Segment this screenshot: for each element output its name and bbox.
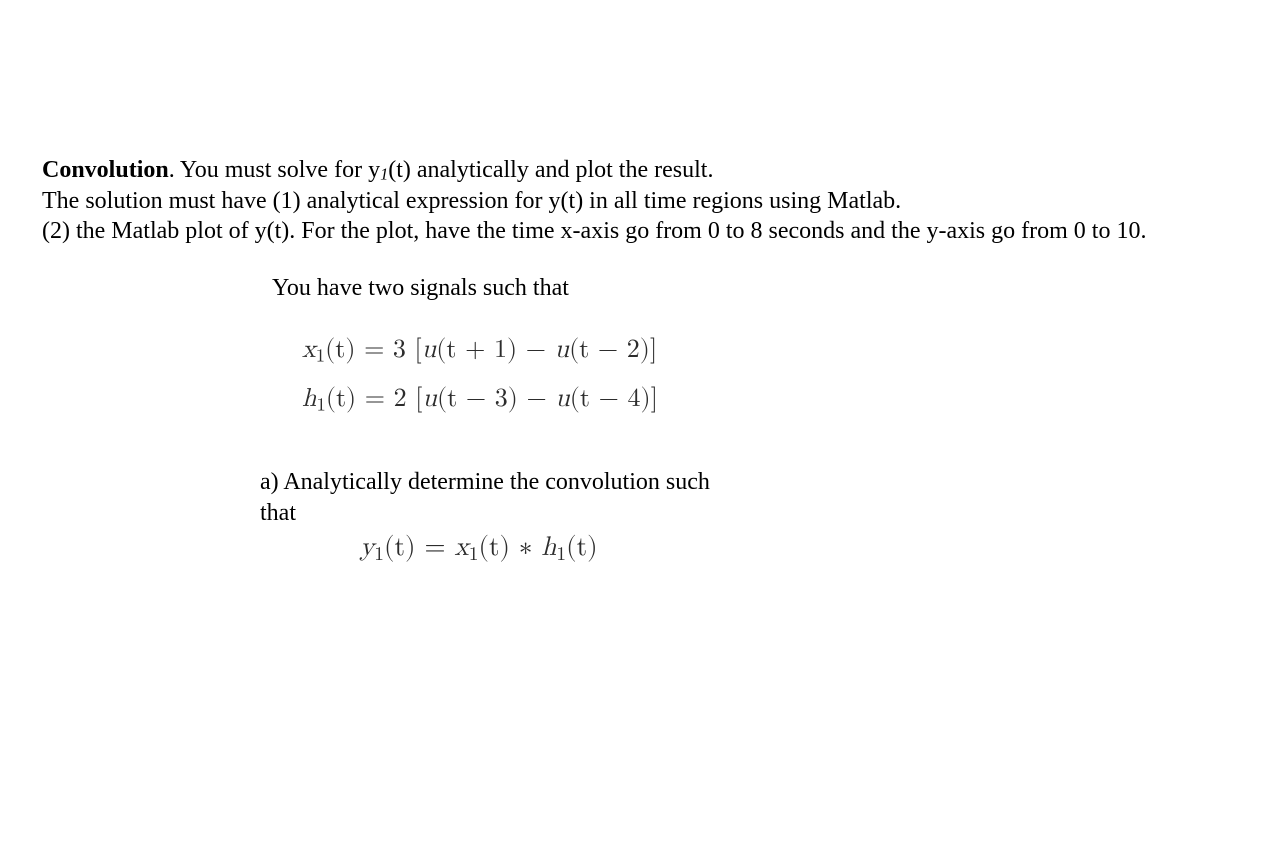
intro-line3: (2) the Matlab plot of y(t). For the plo…	[42, 218, 1146, 244]
conv-y-sub: 1	[374, 544, 384, 564]
intro-paragraph: Convolution. You must solve for y1(t) an…	[42, 155, 1240, 247]
eq-h1-sub: 1	[316, 395, 325, 414]
eq-x1-var: x	[302, 337, 316, 363]
eq-x1-u2: u	[555, 337, 569, 363]
equation-h1: h1(t) = 2 [u(t − 3) − u(t − 4)]	[302, 375, 1240, 423]
eq-h1-u2: u	[555, 386, 569, 412]
conv-mid2: (t) ∗	[478, 534, 541, 561]
signals-intro: You have two signals such that	[272, 273, 1240, 304]
eq-h1-u2-arg: (t − 4)]	[570, 386, 658, 412]
eq-x1-u2-arg: (t − 2)]	[569, 337, 657, 363]
eq-x1-sub: 1	[316, 347, 325, 366]
conv-x-sub: 1	[469, 544, 479, 564]
intro-line2: The solution must have (1) analytical ex…	[42, 188, 901, 214]
eq-h1-u1: u	[423, 386, 437, 412]
conv-h: h	[541, 534, 556, 561]
page-root: Convolution. You must solve for y1(t) an…	[0, 0, 1280, 850]
conv-h-sub: 1	[556, 544, 566, 564]
eq-h1-lhs-arg: (t) = 2 [	[326, 386, 423, 412]
equation-x1: x1(t) = 3 [u(t + 1) − u(t − 2)]	[302, 326, 1240, 374]
eq-h1-var: h	[302, 386, 316, 412]
part-a-text: a) Analytically determine the convolutio…	[260, 467, 820, 528]
conv-mid1: (t) =	[384, 534, 454, 561]
conv-x: x	[454, 534, 468, 561]
problem-title: Convolution	[42, 157, 169, 183]
eq-h1-u1-arg: (t − 3) −	[437, 386, 555, 412]
equation-block: x1(t) = 3 [u(t + 1) − u(t − 2)] h1(t) = …	[302, 326, 1240, 423]
part-a-line1: a) Analytically determine the convolutio…	[260, 469, 710, 495]
intro-sentence1-post: (t) analytically and plot the result.	[388, 157, 713, 183]
eq-x1-lhs-arg: (t) = 3 [	[325, 337, 422, 363]
eq-x1-u1: u	[422, 337, 436, 363]
convolution-equation: y1(t) = x1(t) ∗ h1(t)	[360, 532, 1240, 566]
eq-x1-u1-arg: (t + 1) −	[436, 337, 554, 363]
conv-tail: (t)	[566, 534, 598, 561]
conv-y: y	[360, 534, 374, 561]
intro-sentence1-pre: . You must solve for y	[169, 157, 380, 183]
intro-sentence1-sub: 1	[380, 164, 388, 183]
part-a-line2: that	[260, 500, 296, 526]
